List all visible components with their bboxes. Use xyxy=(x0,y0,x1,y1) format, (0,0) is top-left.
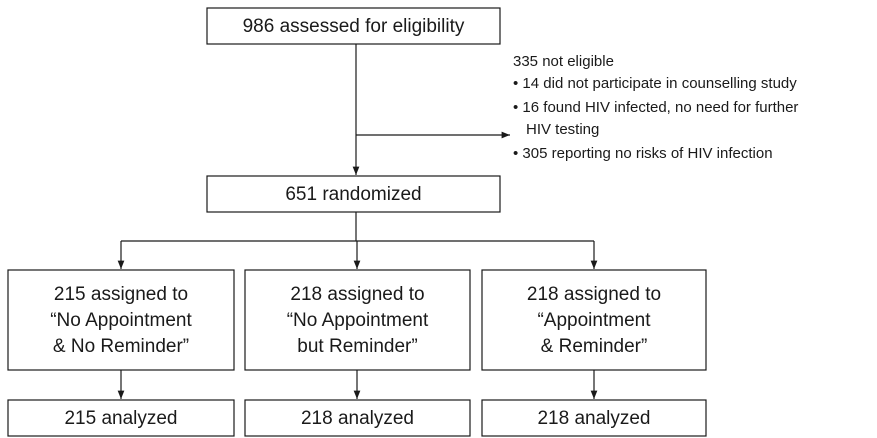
exclusion-item: • 14 did not participate in counselling … xyxy=(513,75,797,92)
box-label: 215 analyzed xyxy=(64,408,177,429)
box-label: 218 assigned to xyxy=(527,284,661,305)
box-label: & Reminder” xyxy=(541,336,648,357)
box-label: “No Appointment xyxy=(287,310,429,331)
exclusion-text: 335 not eligible • 14 did not participate… xyxy=(513,53,798,162)
box-label: 218 analyzed xyxy=(537,408,650,429)
box-label: 218 assigned to xyxy=(290,284,424,305)
box-label: 986 assessed for eligibility xyxy=(243,16,465,37)
connectors xyxy=(117,44,598,399)
box-label: 218 analyzed xyxy=(301,408,414,429)
box xyxy=(244,269,471,371)
exclusion-item: HIV testing xyxy=(526,121,599,138)
box-label: 651 randomized xyxy=(285,184,421,205)
box xyxy=(206,7,501,45)
exclusion-item: • 16 found HIV infected, no need for fur… xyxy=(513,99,798,116)
box-label: & No Reminder” xyxy=(53,336,189,357)
exclusion-item: • 305 reporting no risks of HIV infectio… xyxy=(513,145,773,162)
box-label: but Reminder” xyxy=(297,336,417,357)
box-label: 215 assigned to xyxy=(54,284,188,305)
box-label: “No Appointment xyxy=(50,310,192,331)
boxes: 986 assessed for eligibility 651 randomiz… xyxy=(7,7,707,437)
box xyxy=(206,175,501,213)
box xyxy=(481,269,707,371)
box xyxy=(7,269,235,371)
box xyxy=(7,399,235,437)
exclusion-title: 335 not eligible xyxy=(513,53,614,70)
box-label: “Appointment xyxy=(537,310,651,331)
box xyxy=(481,399,707,437)
box xyxy=(244,399,471,437)
